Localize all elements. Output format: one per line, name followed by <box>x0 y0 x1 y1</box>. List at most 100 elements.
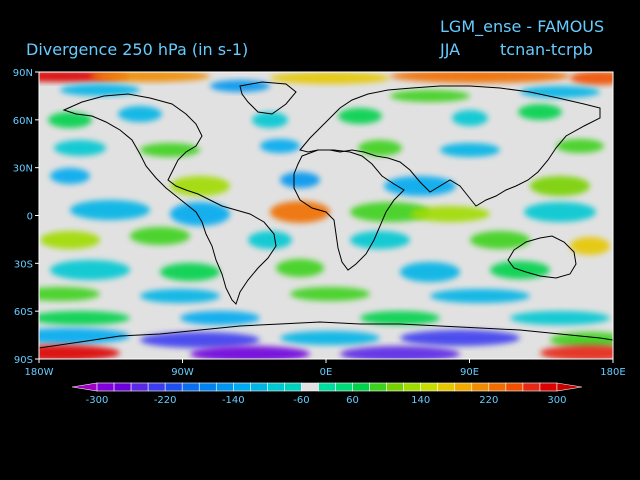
divergence-blob <box>48 112 92 128</box>
lat-tick-label: 90N <box>13 68 33 79</box>
divergence-blob <box>170 202 230 226</box>
divergence-blob <box>338 108 382 124</box>
divergence-field <box>39 72 613 359</box>
colorbar-swatch <box>267 382 285 392</box>
colorbar-swatch <box>556 382 583 392</box>
colorbar-swatch <box>71 382 98 392</box>
coastline-australia <box>507 235 577 279</box>
colorbar-tick-label: -220 <box>154 395 177 406</box>
colorbar-tick-label: 300 <box>547 395 566 406</box>
divergence-blob <box>350 202 430 222</box>
colorbar-swatch <box>352 382 370 392</box>
colorbar-swatch <box>164 382 183 392</box>
divergence-blob <box>400 262 460 282</box>
colorbar-swatch <box>113 382 132 392</box>
lon-tick-label: 180E <box>600 367 625 378</box>
divergence-blob <box>118 106 162 122</box>
colorbar-swatch <box>539 382 558 392</box>
divergence-blob <box>470 231 530 249</box>
divergence-blob <box>440 143 500 157</box>
divergence-blob <box>390 72 570 83</box>
colorbar-swatch <box>522 382 541 392</box>
divergence-blob <box>39 287 100 301</box>
divergence-blob <box>54 140 106 156</box>
divergence-blob <box>39 345 120 359</box>
divergence-blob <box>452 110 488 126</box>
colorbar-swatch <box>215 382 234 392</box>
divergence-blob <box>358 140 402 156</box>
divergence-blob <box>260 139 300 153</box>
colorbar-swatch <box>96 382 115 392</box>
coastlines <box>39 81 613 349</box>
colorbar-swatch <box>233 382 251 392</box>
coastline-greenland <box>239 81 297 115</box>
colorbar-swatch <box>386 382 404 392</box>
divergence-blob <box>170 176 230 196</box>
divergence-blob <box>510 311 610 325</box>
divergence-blob <box>270 72 390 84</box>
divergence-blob <box>390 90 470 102</box>
colorbar-swatch <box>181 382 200 392</box>
colorbar-tick-label: 60 <box>346 395 359 406</box>
coastline-antarctica <box>39 321 613 349</box>
model-label: LGM_ense - FAMOUS <box>440 17 605 36</box>
lat-tick-label: 30S <box>14 259 33 270</box>
colorbar-swatch <box>284 382 302 392</box>
divergence-blob <box>384 176 456 196</box>
lon-tick-label: 90E <box>460 367 479 378</box>
divergence-blob <box>290 287 370 301</box>
divergence-blob <box>190 346 310 359</box>
lon-tick-label: 180W <box>25 367 54 378</box>
divergence-blob <box>524 202 596 222</box>
divergence-blob <box>520 86 600 98</box>
colorbar-swatch <box>488 382 507 392</box>
colorbar-swatch <box>335 382 353 392</box>
colorbar-tick-label: 220 <box>479 395 498 406</box>
colorbar-swatch <box>130 382 149 392</box>
divergence-blob <box>400 330 520 346</box>
divergence-blob <box>248 231 292 249</box>
divergence-blob <box>410 206 490 222</box>
divergence-blob <box>570 237 610 255</box>
colorbar-swatch <box>454 382 473 392</box>
lat-tick-label: 90S <box>14 355 33 366</box>
plot-area <box>38 71 614 360</box>
coastline-americas <box>62 93 277 305</box>
divergence-blob <box>50 260 130 280</box>
colorbar-swatch <box>420 382 439 392</box>
divergence-blob <box>360 311 440 325</box>
divergence-blob <box>39 311 130 325</box>
divergence-blob <box>60 84 140 96</box>
experiment-label: tcnan-tcrpb <box>500 40 593 59</box>
colorbar-tick-label: -60 <box>293 395 309 406</box>
divergence-blob <box>350 231 410 249</box>
divergence-blob <box>160 263 220 281</box>
colorbar-swatch <box>403 382 421 392</box>
divergence-blob <box>280 172 320 188</box>
lat-tick-label: 60N <box>13 116 33 127</box>
divergence-blob <box>140 332 260 348</box>
divergence-blob <box>530 176 590 196</box>
divergence-blob <box>276 259 324 277</box>
colorbar-tick-label: 140 <box>411 395 430 406</box>
divergence-blob <box>50 168 90 184</box>
colorbar-swatch <box>147 382 166 392</box>
divergence-blob <box>130 227 190 245</box>
colorbar-tick-label: -300 <box>86 395 109 406</box>
coastline-eurasia <box>299 85 601 207</box>
divergence-blob <box>90 72 210 82</box>
lat-tick-label: 30N <box>13 164 33 175</box>
divergence-blob <box>550 332 613 348</box>
divergence-blob <box>540 345 613 359</box>
divergence-blob <box>518 104 562 120</box>
colorbar-swatch <box>301 382 319 392</box>
divergence-blob <box>70 200 150 220</box>
colorbar-swatch <box>505 382 524 392</box>
divergence-blob <box>40 231 100 249</box>
lon-tick-label: 90W <box>171 367 194 378</box>
divergence-blob <box>270 201 330 223</box>
divergence-blob <box>252 112 288 128</box>
divergence-blob <box>556 139 604 153</box>
